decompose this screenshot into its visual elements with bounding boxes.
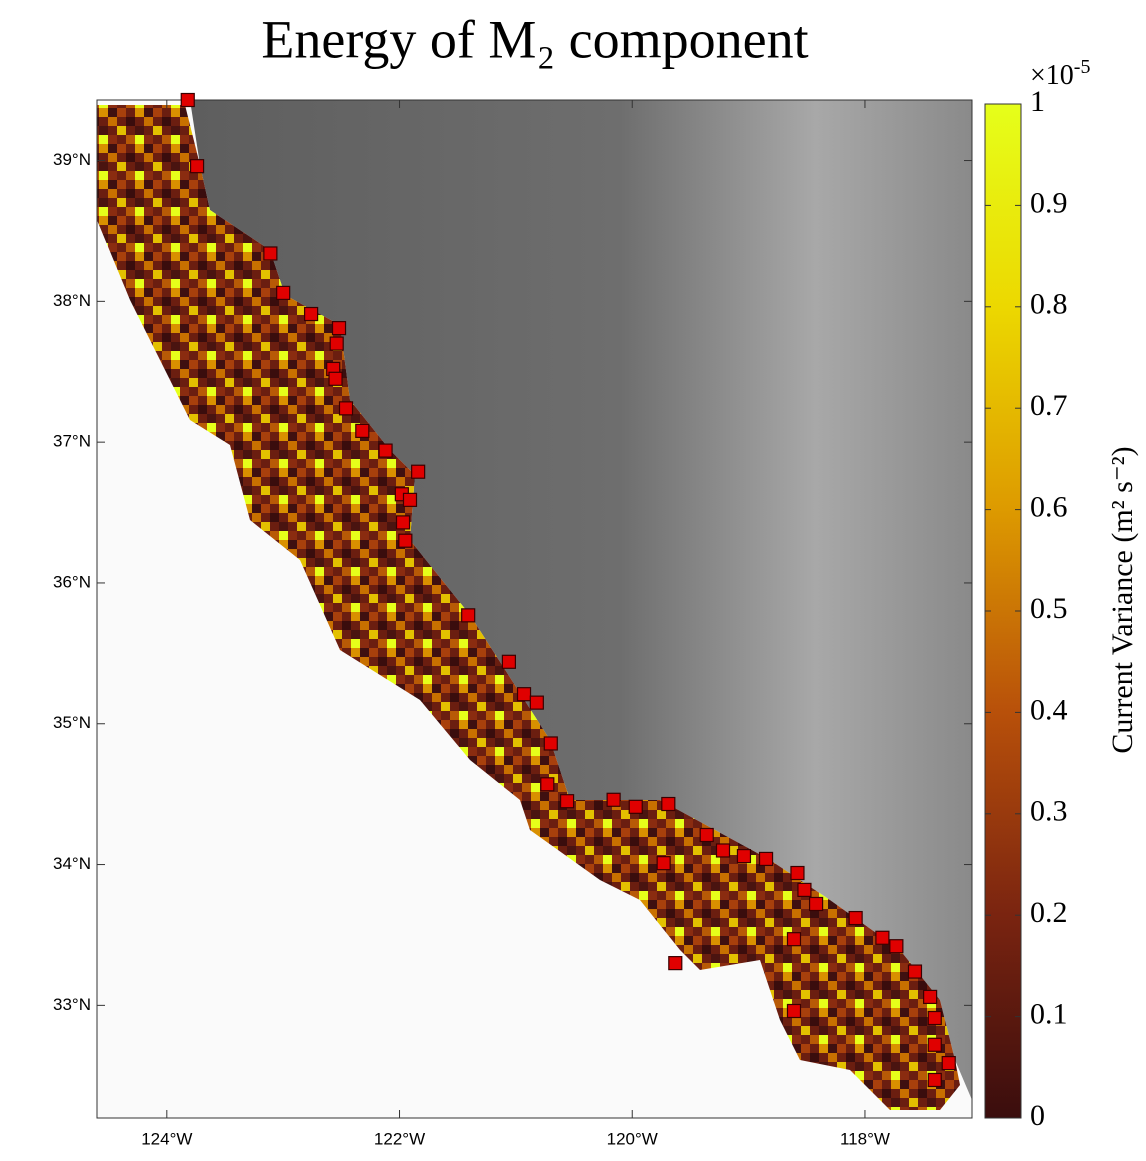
y-tick-label: 38°N bbox=[53, 291, 91, 310]
station-marker bbox=[889, 939, 904, 954]
station-marker bbox=[790, 865, 805, 881]
x-tick-label: 118°W bbox=[840, 1129, 890, 1148]
station-marker bbox=[516, 687, 532, 702]
station-marker bbox=[543, 736, 558, 751]
station-marker bbox=[907, 964, 923, 979]
station-marker bbox=[501, 654, 517, 669]
colorbar-tick-label: 0.6 bbox=[1030, 490, 1068, 523]
station-marker bbox=[263, 246, 278, 261]
x-tick-label: 122°W bbox=[374, 1129, 425, 1148]
station-marker bbox=[656, 856, 671, 871]
x-tick-label: 120°W bbox=[607, 1129, 658, 1148]
y-tick-label: 33°N bbox=[53, 995, 91, 1014]
station-marker bbox=[411, 464, 426, 479]
station-marker bbox=[331, 320, 347, 336]
y-tick-label: 36°N bbox=[53, 572, 91, 591]
y-tick-label: 34°N bbox=[53, 854, 91, 873]
colorbar-tick-label: 0.4 bbox=[1030, 693, 1068, 726]
colorbar-tick-label: 0 bbox=[1030, 1099, 1045, 1132]
station-marker bbox=[461, 608, 476, 623]
station-marker bbox=[628, 799, 643, 814]
station-marker bbox=[329, 336, 344, 351]
station-marker bbox=[661, 796, 676, 812]
station-marker bbox=[758, 851, 774, 867]
colorbar-tick-label: 1 bbox=[1030, 85, 1045, 118]
station-marker bbox=[328, 371, 343, 386]
station-marker bbox=[848, 910, 863, 926]
station-marker bbox=[559, 794, 575, 809]
colorbar-tick-label: 0.2 bbox=[1030, 896, 1068, 929]
y-tick-label: 35°N bbox=[53, 713, 91, 732]
station-marker bbox=[736, 849, 752, 864]
chart-title: Energy of M₂ component bbox=[261, 9, 808, 69]
station-marker bbox=[786, 1003, 802, 1019]
colorbar-tick-label: 0.9 bbox=[1030, 186, 1068, 219]
station-marker bbox=[923, 989, 938, 1005]
station-marker bbox=[355, 423, 370, 438]
station-marker bbox=[941, 1055, 956, 1071]
station-marker bbox=[668, 956, 683, 971]
colorbar-tick-label: 0.7 bbox=[1030, 389, 1068, 422]
colorbar-label: Current Variance (m² s⁻²) bbox=[1106, 446, 1139, 753]
station-marker bbox=[529, 695, 544, 710]
y-tick-label: 37°N bbox=[53, 432, 91, 451]
station-marker bbox=[398, 533, 413, 548]
station-marker bbox=[927, 1037, 942, 1052]
station-marker bbox=[715, 843, 731, 858]
colorbar-multiplier: ×10-5 bbox=[1030, 56, 1090, 92]
station-marker bbox=[875, 930, 890, 945]
station-marker bbox=[927, 1010, 942, 1026]
station-marker bbox=[338, 401, 354, 416]
station-marker bbox=[395, 515, 411, 530]
map-border bbox=[96, 99, 973, 1119]
station-marker bbox=[540, 777, 555, 792]
station-marker bbox=[606, 792, 621, 807]
station-marker bbox=[808, 896, 824, 912]
station-marker bbox=[927, 1072, 942, 1088]
land bbox=[190, 100, 972, 1100]
station-marker bbox=[786, 932, 802, 947]
station-marker bbox=[699, 827, 714, 843]
colorbar-tick-label: 0.3 bbox=[1030, 795, 1068, 828]
colorbar-tick-label: 0.8 bbox=[1030, 288, 1068, 321]
station-marker bbox=[303, 306, 319, 322]
station-marker bbox=[180, 92, 195, 108]
colorbar-tick-label: 0.1 bbox=[1030, 997, 1068, 1030]
y-tick-label: 39°N bbox=[53, 150, 91, 169]
station-marker bbox=[402, 492, 418, 507]
station-marker bbox=[276, 285, 291, 300]
station-marker bbox=[378, 443, 393, 458]
x-tick-label: 124°W bbox=[141, 1129, 192, 1148]
station-marker bbox=[797, 882, 812, 898]
station-marker bbox=[189, 159, 205, 174]
colorbar-tick-label: 0.5 bbox=[1030, 592, 1068, 625]
